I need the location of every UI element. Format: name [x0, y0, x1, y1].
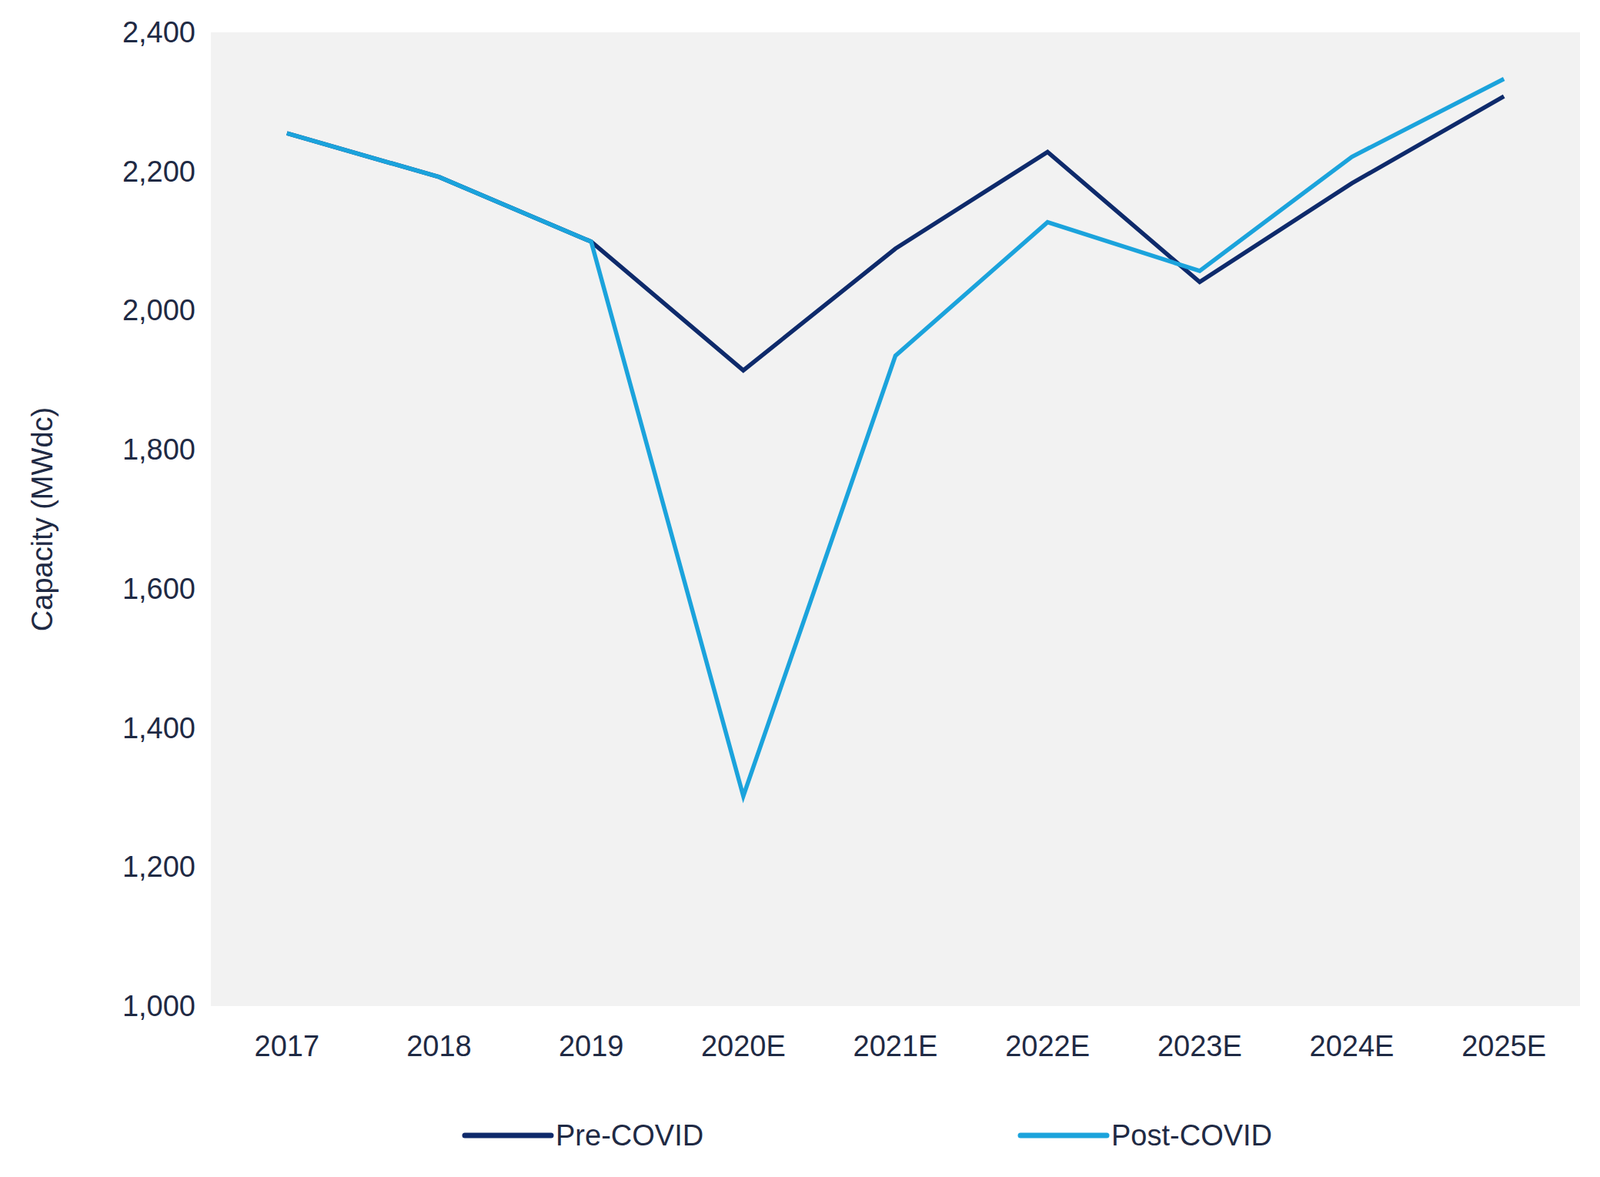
series-group: [287, 79, 1504, 797]
x-tick-label: 2017: [254, 1029, 321, 1063]
series-line: [287, 79, 1504, 797]
legend-swatch: [464, 1132, 552, 1139]
y-tick-label: 1,600: [122, 572, 196, 605]
plot-area: [210, 32, 1580, 1006]
x-tick-label: 2022E: [1005, 1029, 1090, 1063]
x-tick-label: 2021E: [853, 1029, 939, 1063]
x-tick-label: 2018: [406, 1029, 472, 1063]
y-tick-label: 2,200: [122, 155, 196, 188]
series-line: [287, 96, 1504, 371]
legend-label: Post-COVID: [1111, 1118, 1273, 1152]
x-tick-label: 2020E: [701, 1029, 786, 1063]
x-tick-label: 2023E: [1157, 1029, 1243, 1063]
y-tick-label: 2,000: [122, 293, 196, 327]
y-tick-label: 1,200: [122, 850, 196, 883]
chart: 1,000 1,200 1,400 1,600 1,800 2,000 2,200 2,400…: [0, 0, 1600, 1177]
y-tick-label: 1,800: [122, 433, 196, 466]
y-tick-label: 1,000: [122, 989, 196, 1023]
legend-label: Pre-COVID: [555, 1118, 704, 1152]
y-tick-label: 1,400: [122, 711, 196, 745]
legend-swatch: [1020, 1132, 1107, 1139]
x-tick-label: 2019: [558, 1029, 625, 1063]
x-tick-label: 2024E: [1309, 1029, 1395, 1063]
x-tick-label: 2025E: [1461, 1029, 1547, 1063]
y-tick-label: 2,400: [122, 16, 196, 49]
y-axis-label: Capacity (MWdc): [26, 407, 59, 632]
legend: Pre-COVID Post-COVID: [464, 1118, 1273, 1152]
